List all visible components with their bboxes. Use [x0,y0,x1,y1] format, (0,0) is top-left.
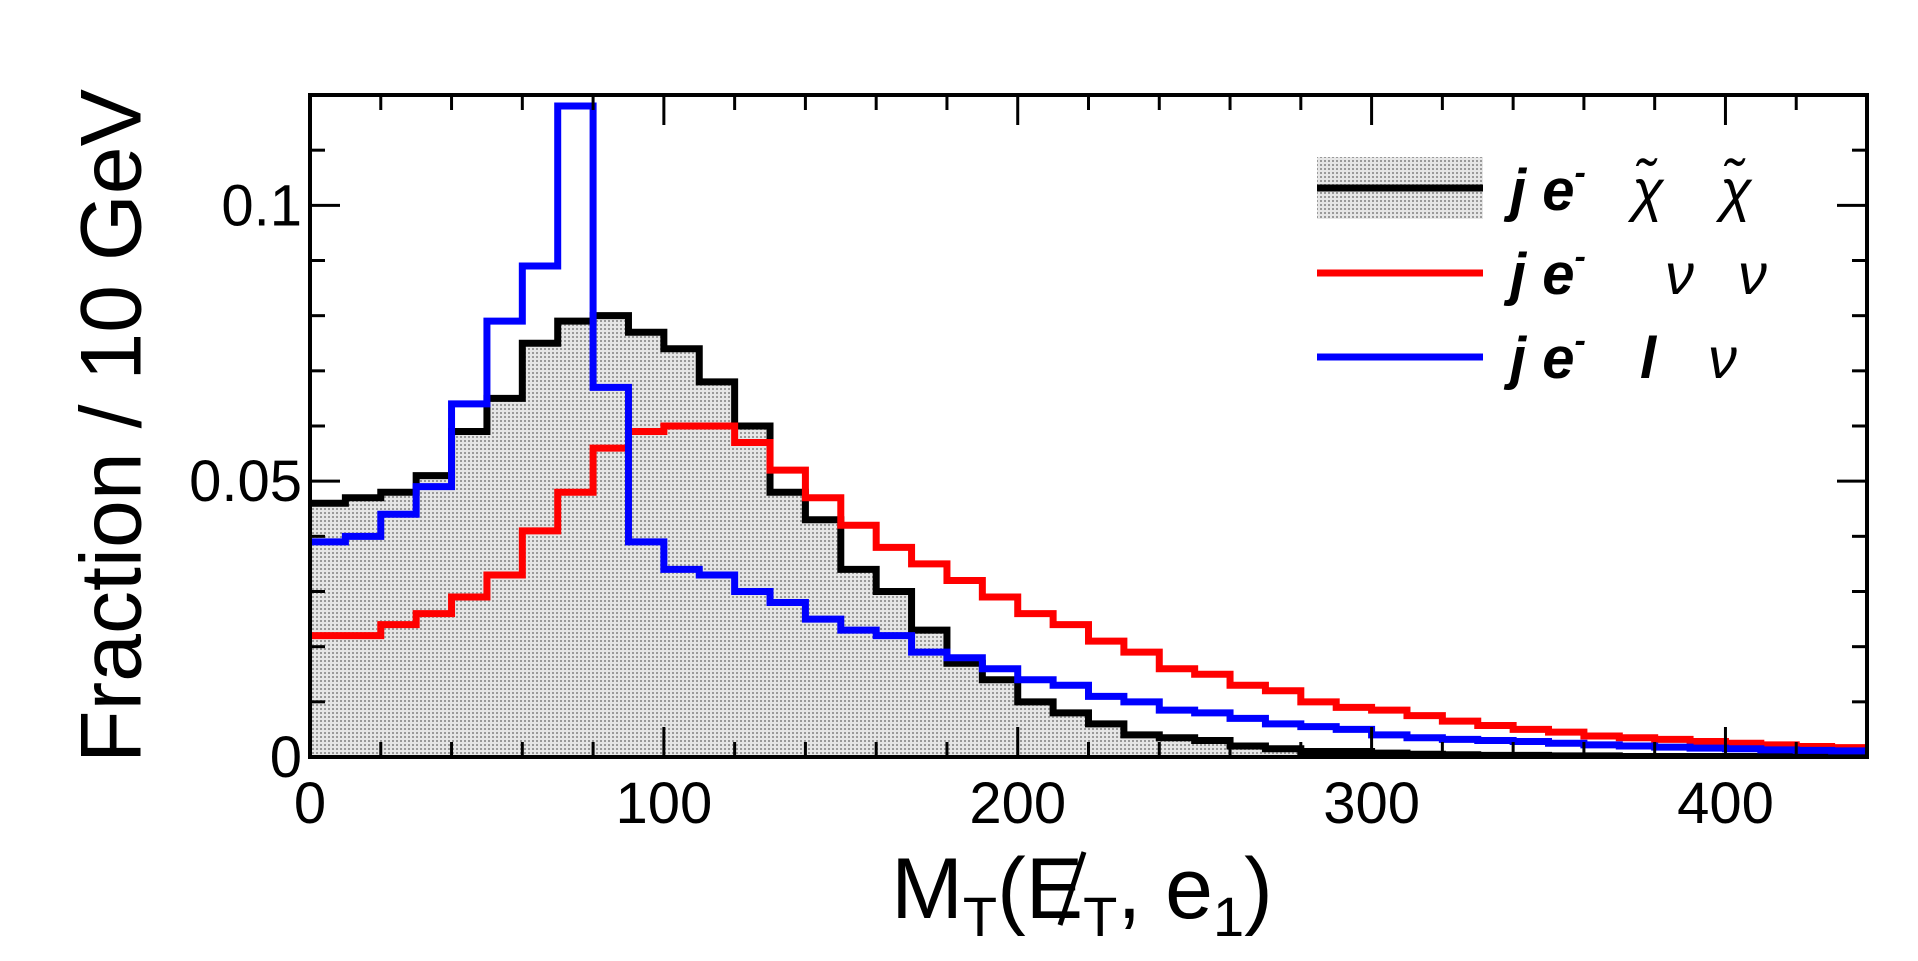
x-tick-label-0: 0 [294,771,326,836]
x-axis-title-met: E [1026,841,1083,937]
legend-label-2: j e- l ν [1503,322,1737,391]
met-slash [1057,851,1087,926]
x-axis-title-close: ) [1244,841,1273,937]
legend-label-2-p1: l [1640,326,1658,391]
series-line-1 [310,422,1867,752]
legend: j e-χ̃ χ̃ j e-ν ν j e-l ν [1317,154,1767,391]
y-tick-label-0: 0 [270,725,302,790]
legend-label-1-base: j e [1503,242,1575,307]
legend-label-2-p2: ν [1708,326,1737,391]
legend-label-0: j e- χ̃ χ̃ [1503,154,1753,223]
ticks-layer: 0 100 200 300 400 0 0.05 0.1 [189,93,1869,836]
legend-label-0-sup: - [1575,154,1586,192]
y-tick-label-2: 0.1 [221,173,302,238]
legend-label-1-p1: ν [1665,242,1694,307]
legend-label-0-p1: χ̃ [1627,158,1665,223]
x-tick-label-3: 300 [1323,771,1420,836]
x-axis-title-open: ( [997,841,1026,937]
x-tick-label-4: 400 [1677,771,1774,836]
x-axis-title-m-sub: T [963,885,997,948]
legend-label-2-sup: - [1575,322,1586,360]
x-axis-title-e-sub: 1 [1213,885,1244,948]
x-axis-title-met-sub: T [1083,885,1117,948]
legend-label-1-sup: - [1575,238,1586,276]
x-axis-title-sep: , e [1117,841,1213,937]
series-layer [310,102,1867,757]
legend-label-2-base: j e [1503,326,1575,391]
x-axis-title: MT(ET, e1) [891,841,1273,948]
legend-label-1-p2: ν [1738,242,1767,307]
x-tick-label-2: 200 [969,771,1066,836]
y-axis-title: Fraction / 10 GeV [64,89,160,763]
y-tick-label-1: 0.05 [189,449,302,514]
x-tick-label-1: 100 [615,771,712,836]
legend-label-0-base: j e [1503,158,1575,223]
x-axis-title-m: M [891,841,963,937]
series-line-2 [310,102,1867,755]
legend-label-0-p2: χ̃ [1715,158,1753,223]
legend-label-1: j e- ν ν [1503,238,1767,307]
